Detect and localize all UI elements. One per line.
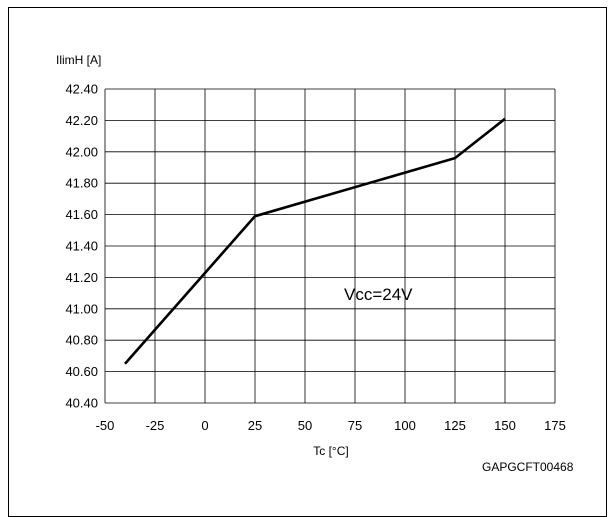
x-tick-label: 75 (348, 418, 362, 433)
x-tick-label: 0 (201, 418, 208, 433)
y-tick-label: 40.60 (65, 364, 98, 379)
x-tick-labels: -50 -25 0 25 50 75 100 125 150 175 (96, 418, 566, 433)
x-axis-label: Tc [°C] (313, 444, 348, 458)
y-tick-label: 40.40 (65, 396, 98, 411)
x-tick-label: 175 (544, 418, 566, 433)
y-tick-labels: 42.40 42.20 42.00 41.80 41.60 41.40 41.20 41.00… (65, 82, 98, 411)
condition-annotation: Vcc=24V (344, 285, 413, 304)
grid (105, 89, 555, 403)
y-tick-label: 41.20 (65, 270, 98, 285)
x-tick-label: 25 (248, 418, 262, 433)
x-tick-label: 125 (444, 418, 466, 433)
x-tick-label: 50 (298, 418, 312, 433)
y-tick-label: 41.00 (65, 301, 98, 316)
y-tick-label: 41.80 (65, 176, 98, 191)
y-tick-label: 41.60 (65, 207, 98, 222)
series-group (125, 119, 505, 364)
x-tick-label: 100 (394, 418, 416, 433)
y-tick-label: 42.20 (65, 113, 98, 128)
x-tick-label: 150 (494, 418, 516, 433)
y-tick-label: 40.80 (65, 333, 98, 348)
x-tick-label: -25 (146, 418, 165, 433)
y-tick-label: 42.40 (65, 82, 98, 97)
x-tick-label: -50 (96, 418, 115, 433)
chart: IlimH [A] Tc [°C] GAPGCFT00468 42.40 42.2… (0, 0, 615, 506)
y-tick-label: 41.40 (65, 239, 98, 254)
figure-code: GAPGCFT00468 (482, 460, 574, 474)
series-line (125, 119, 505, 364)
y-tick-label: 42.00 (65, 144, 98, 159)
y-axis-label: IlimH [A] (56, 53, 101, 67)
